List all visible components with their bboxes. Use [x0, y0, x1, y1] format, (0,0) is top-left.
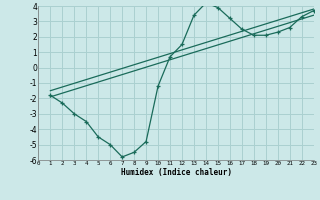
X-axis label: Humidex (Indice chaleur): Humidex (Indice chaleur) [121, 168, 231, 177]
